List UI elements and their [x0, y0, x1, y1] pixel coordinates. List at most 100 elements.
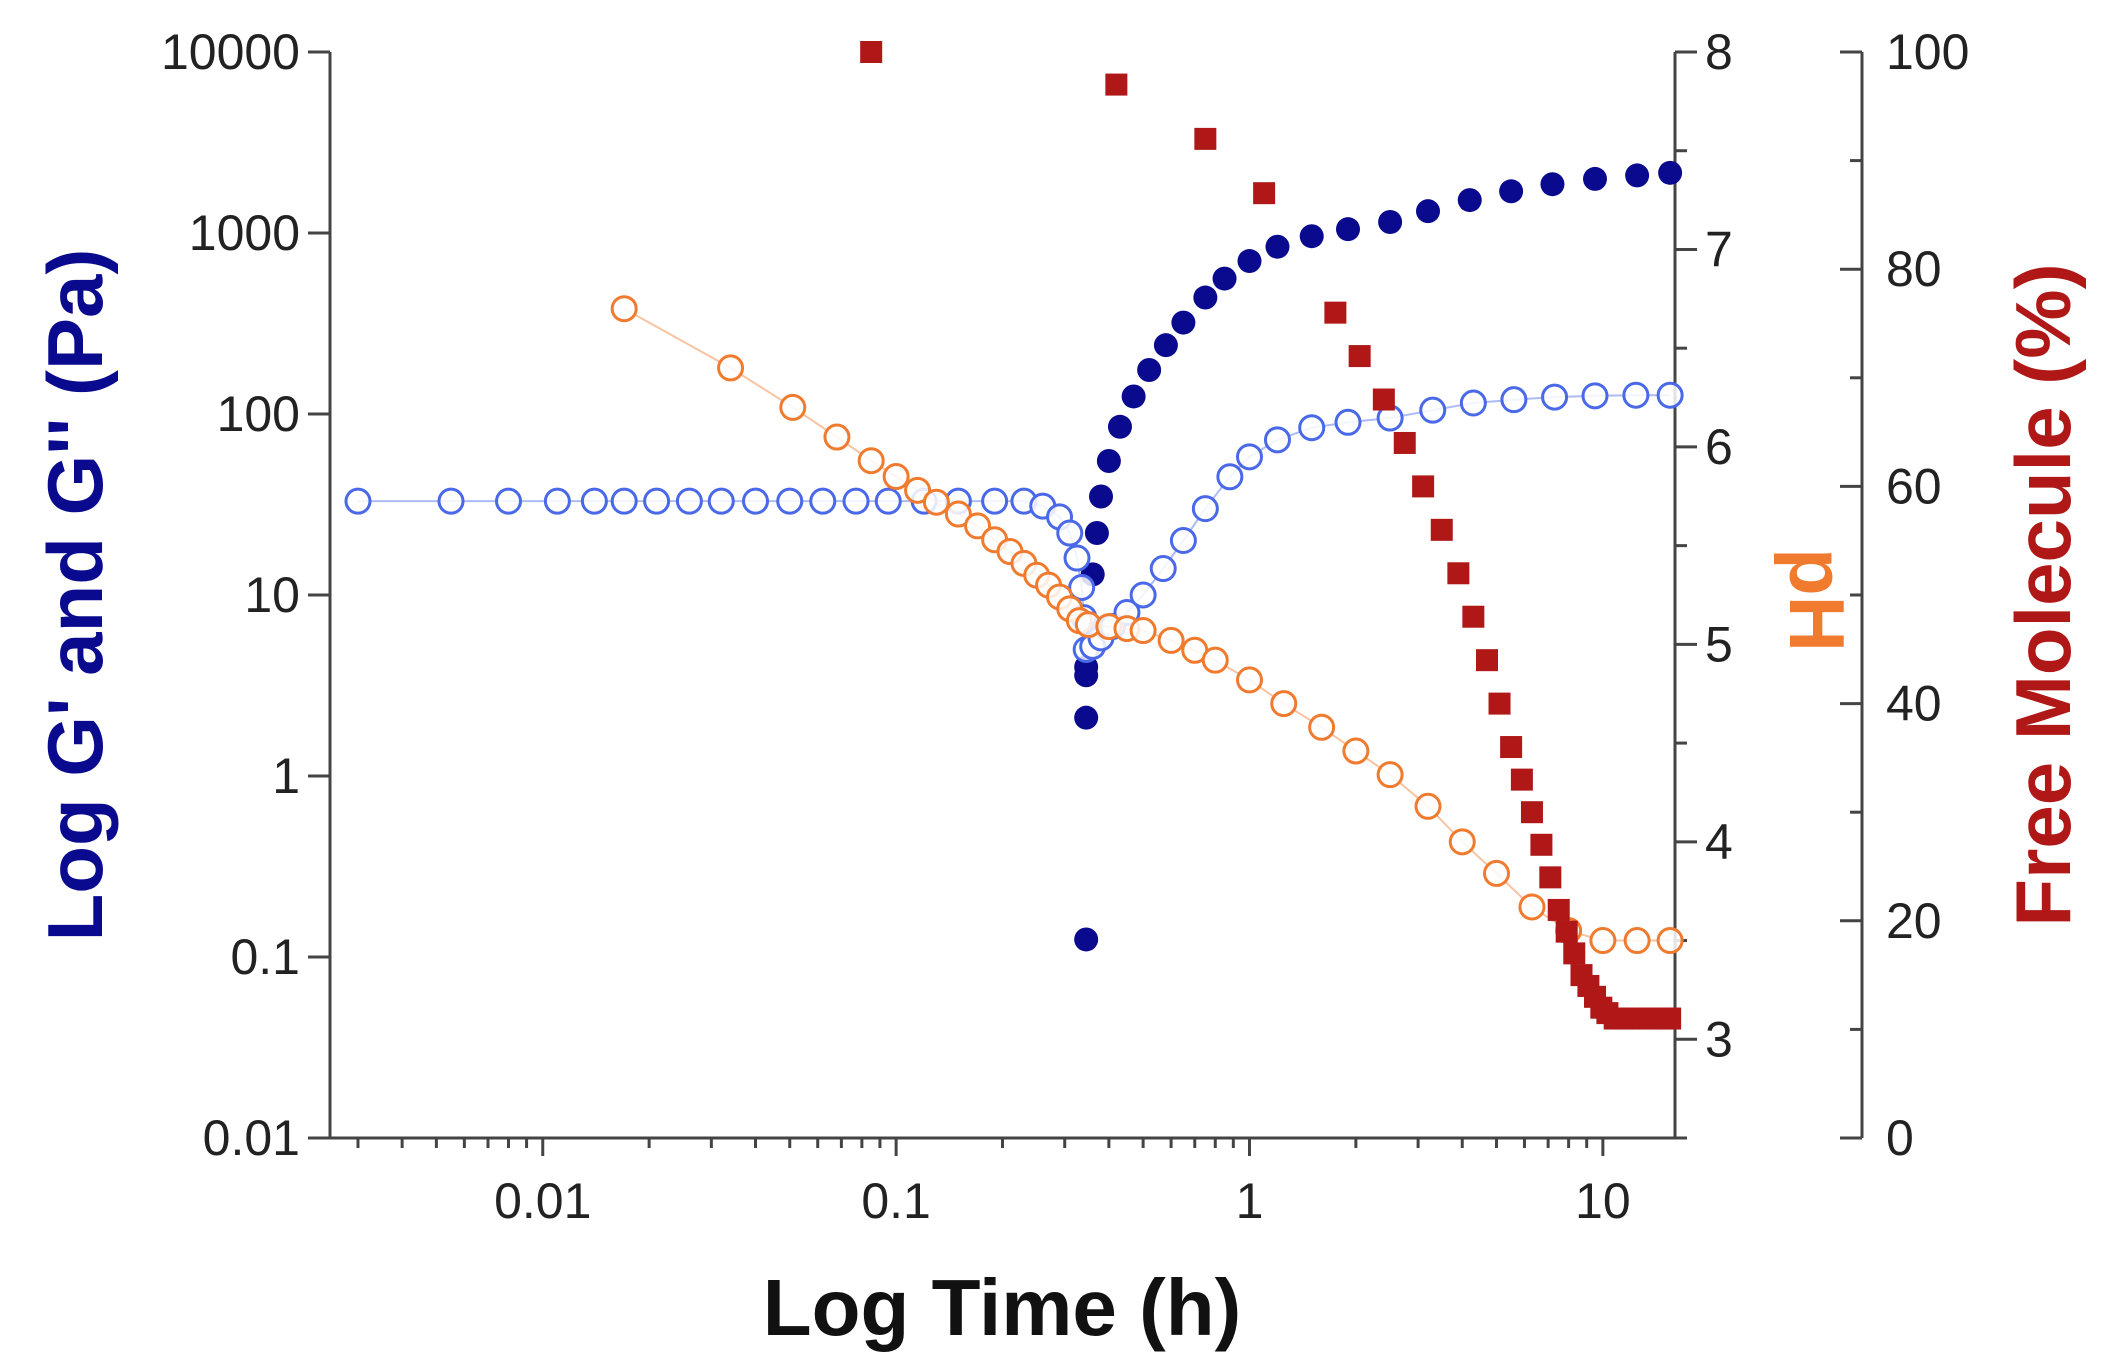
g-storage-point: [1265, 234, 1290, 259]
ph-tick-label: 4: [1705, 814, 1733, 870]
ph-tick-label: 8: [1705, 24, 1733, 80]
free-molecule-point: [1500, 736, 1523, 759]
g-storage-point: [1540, 172, 1565, 197]
free-molecule-tick-label: 40: [1886, 676, 1942, 732]
g-loss-point: [643, 487, 671, 515]
g-loss-point: [1334, 408, 1362, 436]
g-loss-point: [809, 487, 837, 515]
g-loss-point: [1235, 443, 1263, 471]
g-storage-point: [1299, 224, 1324, 249]
free-molecule-point: [1475, 649, 1498, 672]
free-molecule-tick-label: 0: [1886, 1110, 1914, 1166]
g-loss-point: [1581, 382, 1609, 410]
ph-point: [823, 423, 851, 451]
ph-point: [1414, 792, 1442, 820]
free-molecule-point: [1194, 127, 1217, 150]
g-loss-point: [1216, 463, 1244, 491]
free-molecule-tick-label: 100: [1886, 24, 1969, 80]
g-loss-point: [1656, 381, 1684, 409]
free-molecule-point: [1488, 692, 1511, 715]
free-molecule-point: [1539, 866, 1562, 889]
ph-point: [1235, 666, 1263, 694]
ph-point: [1448, 828, 1476, 856]
free-molecule-tick-label: 60: [1886, 458, 1942, 514]
g-loss-point: [1263, 426, 1291, 454]
x-tick-label: 1: [1236, 1173, 1264, 1229]
g-loss-point: [344, 487, 372, 515]
g-loss-point: [1459, 389, 1487, 417]
g-loss-point: [1056, 519, 1084, 547]
x-axis-title: Log Time (h): [763, 1263, 1241, 1352]
ph-point: [1656, 927, 1684, 955]
free-molecule-point: [1510, 768, 1533, 791]
ph-point: [1129, 617, 1157, 645]
g-loss-point: [1622, 381, 1650, 409]
g-storage-point: [1416, 199, 1441, 224]
g-loss-point: [1298, 414, 1326, 442]
g-storage-point: [1457, 188, 1482, 213]
free-molecule-point: [1555, 920, 1578, 943]
free-molecule-point: [1253, 182, 1276, 205]
y-left-tick-label: 0.01: [203, 1110, 300, 1166]
g-storage-point: [1237, 249, 1262, 274]
ph-point: [1376, 761, 1404, 789]
g-loss-point: [1541, 383, 1569, 411]
g-storage-point: [1074, 927, 1099, 952]
g-storage-point: [1096, 448, 1121, 473]
g-storage-point: [1625, 163, 1650, 188]
g-storage-point: [1212, 266, 1237, 291]
ph-point: [964, 512, 992, 540]
ph-point: [904, 476, 932, 504]
g-storage-point: [1089, 484, 1114, 509]
ph-point: [944, 500, 972, 528]
ph-tick-label: 6: [1705, 419, 1733, 475]
free-molecule-point: [1430, 518, 1453, 541]
g-storage-point: [1121, 384, 1146, 409]
g-loss-point: [874, 487, 902, 515]
free-molecule-point: [1324, 301, 1347, 324]
free-molecule-tick-label: 20: [1886, 893, 1942, 949]
g-loss-point: [1129, 581, 1157, 609]
free-molecule-point: [1447, 562, 1470, 585]
g-loss-point: [742, 487, 770, 515]
free-molecule-point: [1520, 801, 1543, 824]
g-loss-point: [610, 487, 638, 515]
g-loss-point: [842, 487, 870, 515]
free-molecule-point: [1393, 431, 1416, 454]
g-loss-point: [1500, 386, 1528, 414]
x-tick-label: 0.1: [861, 1173, 931, 1229]
ph-point: [1342, 737, 1370, 765]
marks-layer: [344, 41, 1684, 1030]
ph-point: [1157, 626, 1185, 654]
ph-point: [1270, 690, 1298, 718]
free-molecule-axis-title: Free Molecule (%): [1999, 263, 2087, 926]
g-loss-point: [580, 487, 608, 515]
g-loss-point: [675, 487, 703, 515]
y-left-tick-label: 10: [244, 567, 300, 623]
free-molecule-point: [860, 41, 883, 63]
ph-point: [922, 488, 950, 516]
g-loss-point: [495, 487, 523, 515]
free-molecule-point: [1462, 605, 1485, 628]
free-molecule-point: [1105, 73, 1128, 96]
ph-point: [1518, 893, 1546, 921]
left-y-axis-title: Log G' and G'' (Pa): [31, 249, 119, 942]
free-molecule-point: [1547, 898, 1570, 921]
ph-axis-title: pH: [1773, 548, 1861, 652]
ph-point: [1623, 927, 1651, 955]
ph-point: [717, 354, 745, 382]
g-storage-point: [1074, 663, 1099, 688]
g-loss-point: [1419, 396, 1447, 424]
g-storage-point: [1378, 210, 1403, 235]
ph-point: [882, 463, 910, 491]
g-storage-point: [1107, 414, 1132, 439]
plot-area: [328, 52, 1864, 1140]
g-loss-point: [1149, 555, 1177, 583]
ticks-layer: 0.01 0.1 1 100.010.111010010001000034567802…: [161, 24, 1969, 1229]
g-loss-point: [1068, 574, 1096, 602]
g-storage-point: [1336, 217, 1361, 242]
x-tick-label: 0.01: [494, 1173, 591, 1229]
ph-point: [779, 393, 807, 421]
y-left-tick-label: 0.1: [230, 929, 300, 985]
